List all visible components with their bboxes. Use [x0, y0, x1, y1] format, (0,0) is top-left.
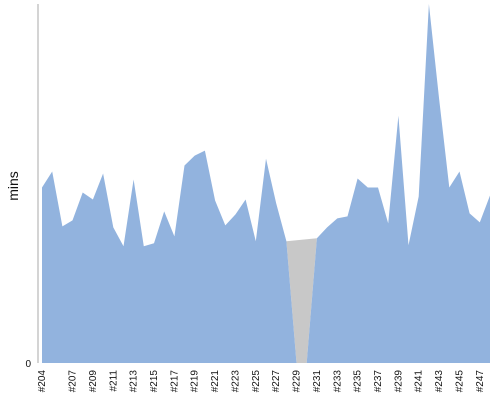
- x-tick-label: #207: [68, 370, 79, 393]
- x-tick-label: #233: [332, 370, 343, 393]
- missing-data-area: [286, 238, 317, 363]
- x-tick-label: #209: [88, 370, 99, 393]
- x-tick-label: #239: [393, 370, 404, 393]
- series-area: [42, 4, 490, 363]
- x-tick-label: #204: [37, 370, 48, 393]
- x-tick-label: #217: [169, 370, 180, 393]
- x-tick-label: #229: [292, 370, 303, 393]
- x-tick-label: #235: [353, 370, 364, 393]
- x-tick-label: #237: [373, 370, 384, 393]
- x-tick-label: #221: [210, 370, 221, 393]
- x-tick-label: #219: [190, 370, 201, 393]
- x-tick-label: #227: [271, 370, 282, 393]
- x-tick-label: #243: [434, 370, 445, 393]
- x-tick-label: #247: [475, 370, 486, 393]
- x-tick-label: #215: [149, 370, 160, 393]
- x-tick-label: #241: [414, 370, 425, 393]
- x-tick-label: #245: [454, 370, 465, 393]
- x-tick-label: #225: [251, 370, 262, 393]
- y-axis-title: mins: [5, 171, 21, 201]
- plot-area: [42, 4, 490, 363]
- x-tick-label: #213: [129, 370, 140, 393]
- y-tick-label: 0: [25, 359, 31, 370]
- x-tick-label: #231: [312, 370, 323, 393]
- x-axis-tick-labels: #204 #207 #209 #211 #213 #215 #217 #219 #221 #223…: [37, 370, 486, 393]
- x-tick-label: #223: [230, 370, 241, 393]
- x-tick-label: #211: [108, 370, 119, 392]
